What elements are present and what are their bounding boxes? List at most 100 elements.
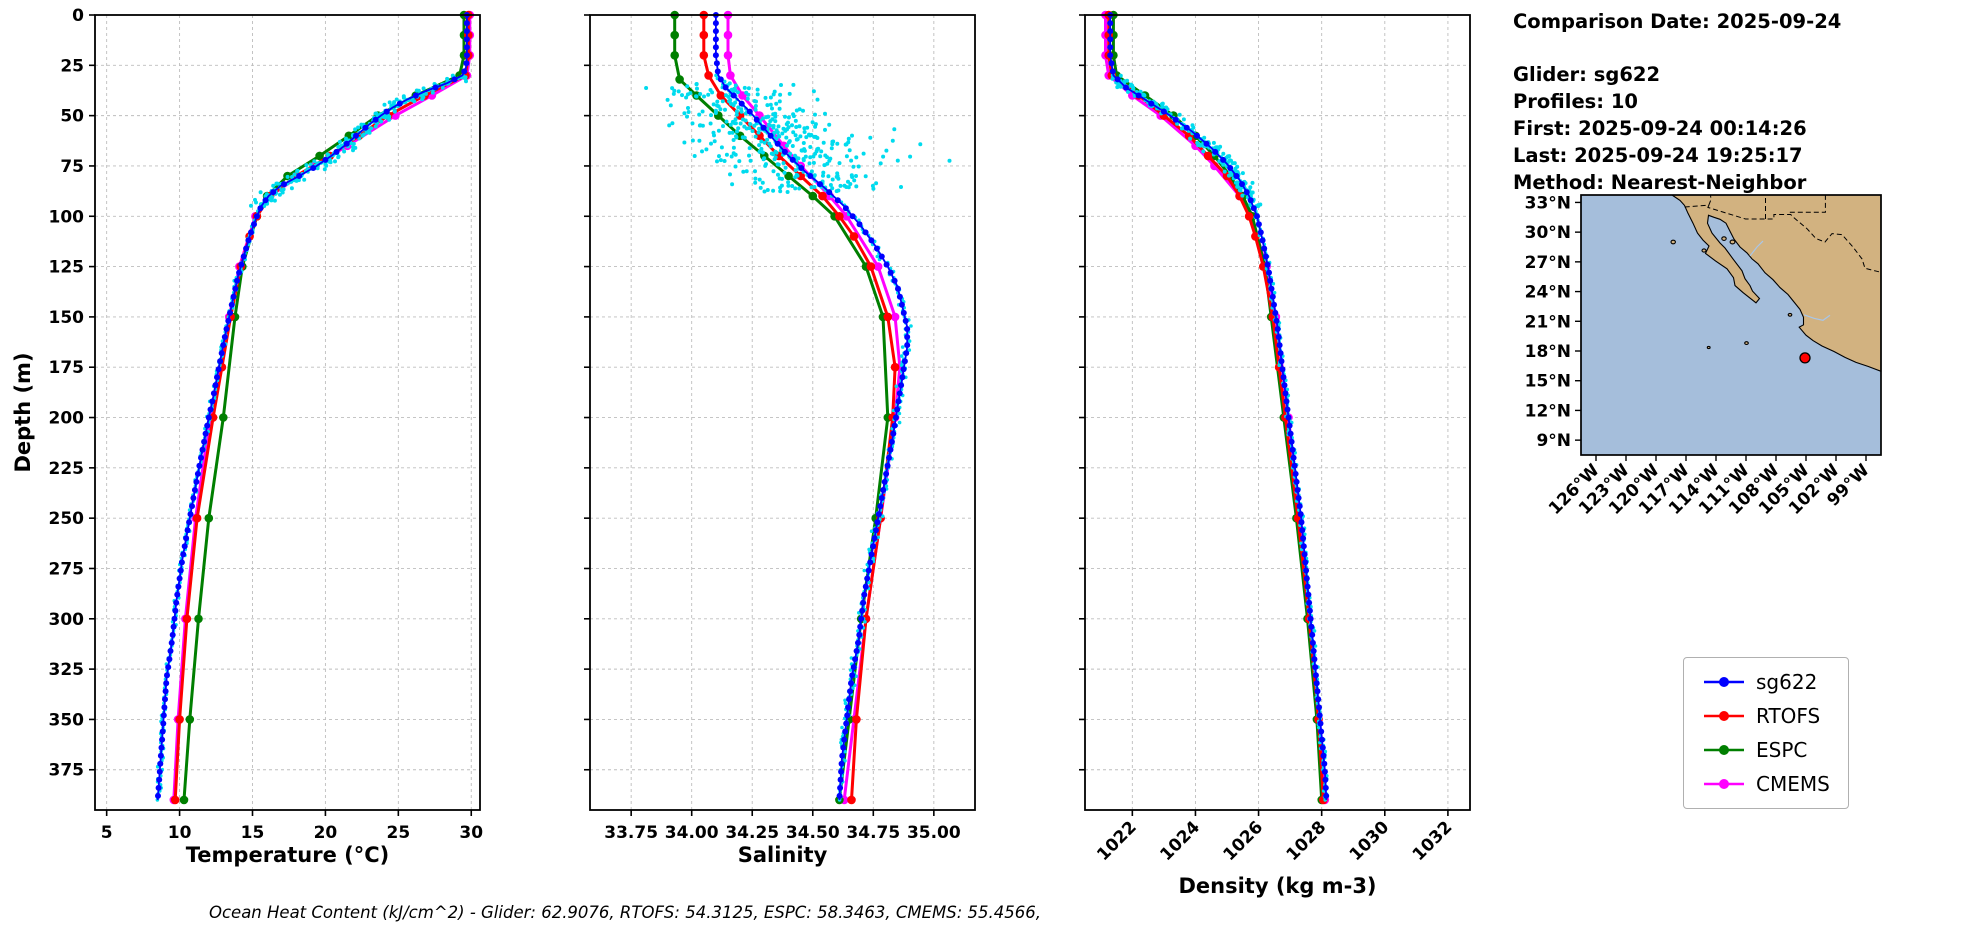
map-frame [1580,194,1882,456]
glider-location-marker [1799,352,1811,364]
method-text: Method: Nearest-Neighbor [1513,171,1807,194]
grid-lines [95,14,480,810]
depth-tick-label: 0 [72,6,84,26]
depth-tick-label: 100 [49,207,85,227]
series-rtofs-markers [699,10,900,805]
plot-frame [1084,14,1471,811]
legend-label: CMEMS [1756,772,1830,796]
axis-ticks [584,14,935,816]
series-sg622-markers [155,12,470,799]
series-sg622-line [1109,15,1328,800]
legend-label: RTOFS [1756,704,1821,728]
x-tick-label: 1032 [1409,817,1457,865]
depth-tick-label: 125 [49,258,85,278]
depth-tick-label: 325 [49,660,85,680]
series-sg622-line [156,15,468,800]
plot-frame [589,14,976,811]
x-tick-label: 1028 [1283,817,1331,865]
legend: sg622 RTOFS ESPC CMEMS [1683,657,1849,809]
series-rtofs-line [1107,15,1325,800]
x-axis-title: Density (kg m-3) [1178,874,1376,898]
depth-tick-label: 350 [49,710,85,730]
map-lat-label: 27°N [1525,253,1571,273]
depth-tick-label: 250 [49,509,85,529]
last-profile-time-text: Last: 2025-09-24 19:25:17 [1513,144,1803,167]
axis-ticks [1079,14,1449,816]
x-tick-label: 1026 [1220,817,1268,865]
series-espc-line [182,15,466,801]
scatter-glider-raw [155,73,468,802]
depth-tick-label: 175 [49,358,85,378]
legend-item-sg622: sg622 [1702,670,1830,694]
x-tick-label: 1022 [1093,817,1141,865]
x-tick-label: 35.00 [907,823,961,843]
map-political-borders [1684,194,1882,273]
x-tick-label: 25 [386,823,410,843]
series-espc-line [1111,15,1324,800]
map-axis-ticks [1575,201,1867,461]
series-sg622-markers [1107,12,1330,799]
depth-tick-label: 225 [49,459,85,479]
map-lat-label: 12°N [1525,401,1571,421]
y-axis-title: Depth (m) [11,352,35,472]
first-profile-time-text: First: 2025-09-24 00:14:26 [1513,117,1807,140]
series-rtofs-line [173,15,470,800]
map-lat-label: 9°N [1536,431,1571,451]
x-axis-title: Salinity [738,843,828,867]
x-tick-label: 10 [168,823,192,843]
depth-tick-label: 75 [60,157,84,177]
depth-tick-label: 25 [60,56,84,76]
legend-label: sg622 [1756,670,1818,694]
charts-area: 5 10 15 20 25 30 0 25 50 75 100 125 150 175 200 225 250 2… [11,6,1471,922]
x-tick-label: 34.25 [725,823,779,843]
map-lat-label: 24°N [1525,283,1571,303]
map-lat-label: 15°N [1525,372,1571,392]
x-tick-label: 1024 [1156,817,1204,865]
depth-tick-label: 375 [49,761,85,781]
glider-name-text: Glider: sg622 [1513,63,1661,86]
x-tick-label: 34.00 [665,823,719,843]
series-sg622-line [714,15,909,800]
series-cmems-markers [723,10,905,805]
side-panel: Comparison Date: 2025-09-24 Glider: sg62… [1485,0,1978,934]
map-rivers [1749,240,1831,321]
x-tick-label: 20 [314,823,338,843]
info-panel: Comparison Date: 2025-09-24 Glider: sg62… [1513,8,1841,196]
x-tick-label: 34.50 [786,823,840,843]
ocean-heat-content-footer: Ocean Heat Content (kJ/cm^2) - Glider: 6… [208,903,1042,922]
x-tick-label: 34.75 [846,823,900,843]
grid-lines [590,14,975,810]
salinity-profile-chart: 33.75 34.00 34.25 34.50 34.75 35.00 Salinity [584,10,976,867]
legend-item-espc: ESPC [1702,738,1830,762]
x-axis-title: Temperature (°C) [186,843,389,867]
map-lat-label: 30°N [1525,223,1571,243]
legend-marker-sg622 [1704,677,1744,687]
legend-label: ESPC [1756,738,1808,762]
density-profile-chart: 1022 1024 1026 1028 1030 1032 Density (kg m-3) [1079,10,1471,898]
depth-tick-label: 150 [49,308,85,328]
map-lat-label: 33°N [1525,193,1571,213]
depth-tick-label: 50 [60,107,84,127]
comparison-date-text: Comparison Date: 2025-09-24 [1513,10,1842,33]
grid-lines [1085,14,1470,810]
series-cmems-line [1104,15,1327,801]
legend-marker-cmems [1704,779,1744,789]
depth-tick-label: 200 [49,409,85,429]
legend-item-rtofs: RTOFS [1702,704,1830,728]
series-rtofs-markers [1104,10,1328,805]
plot-frame [94,14,481,811]
series-espc-markers [1109,10,1326,805]
scatter-glider-raw [1110,73,1329,802]
temperature-profile-chart: 5 10 15 20 25 3002550751001251501752002252502… [11,6,483,867]
depth-tick-label: 300 [49,610,85,630]
x-tick-label: 5 [101,823,113,843]
axis-ticks [89,14,473,816]
x-tick-label: 15 [241,823,265,843]
x-tick-label: 33.75 [604,823,658,843]
series-cmems-line [172,15,472,800]
x-tick-label: 1030 [1346,817,1394,865]
profiles-count-text: Profiles: 10 [1513,90,1638,113]
series-cmems-line [726,15,902,801]
map-land [1670,194,1882,373]
